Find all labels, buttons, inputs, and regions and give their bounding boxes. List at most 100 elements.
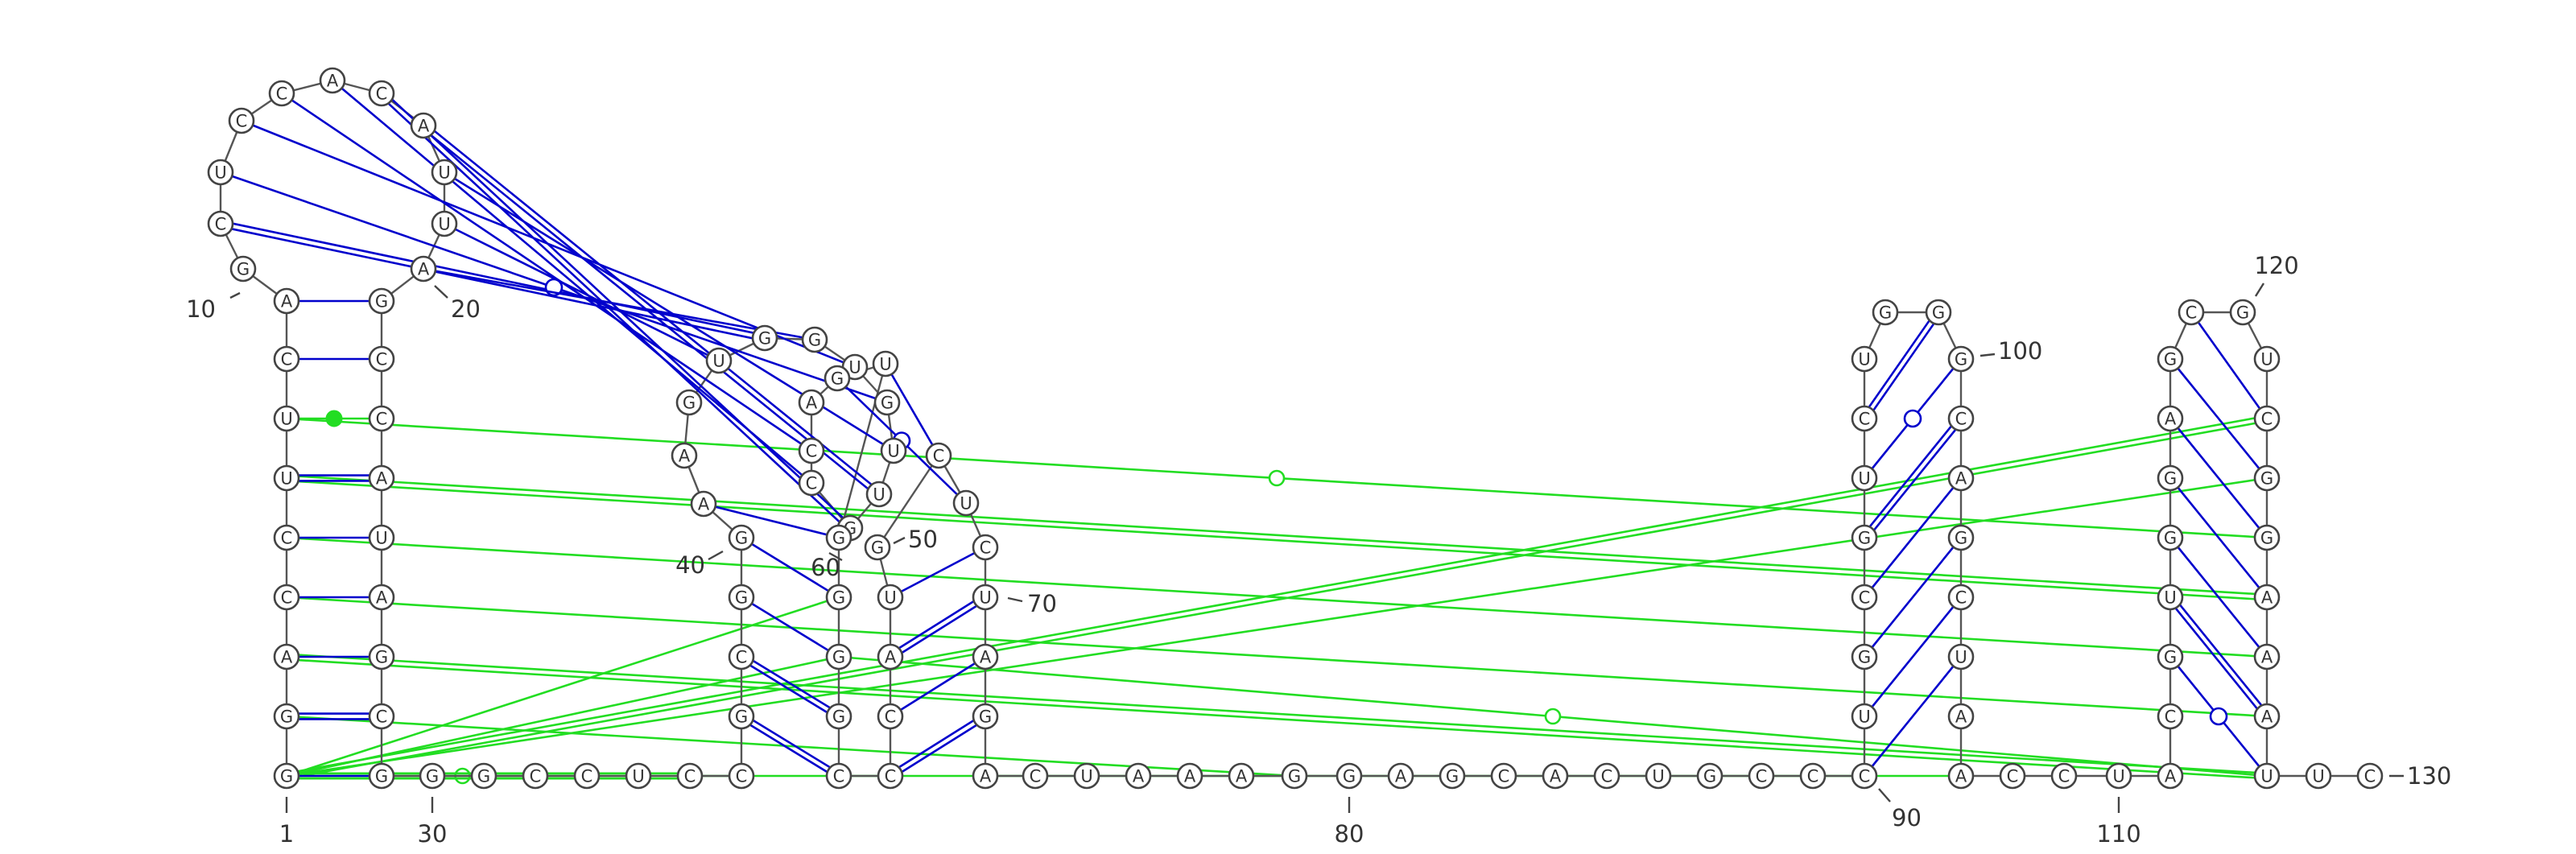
- nucleotide-circle: [2229, 299, 2256, 326]
- base-pair-92-103: [1863, 537, 1963, 658]
- nucleotide-circle: [2157, 643, 2184, 670]
- tick-40: [708, 550, 724, 561]
- nucleotide-letter: G: [375, 767, 388, 786]
- tertiary-pair-7-124: [286, 417, 2268, 539]
- nucleotide-letter: G: [1446, 767, 1459, 786]
- nucleotide-circle: [273, 287, 300, 315]
- nucleotide-circle: [1851, 584, 1878, 611]
- nucleotide-letter: G: [237, 260, 250, 279]
- nucleotide-circle: [1947, 345, 1975, 373]
- nucleotide-letter: A: [980, 648, 992, 667]
- nucleotide-circle: [273, 762, 300, 790]
- nucleotide-circle: [368, 287, 395, 315]
- nucleotide-66: G: [864, 534, 891, 561]
- nucleotide-circle: [273, 703, 300, 730]
- nucleotide-112: C: [2157, 703, 2184, 730]
- nucleotide-letter: U: [280, 469, 292, 489]
- nucleotide-letter: G: [808, 331, 821, 350]
- nucleotide-letter: C: [1955, 410, 1967, 429]
- nucleotide-circle: [1335, 762, 1363, 790]
- nucleotide-letter: C: [376, 85, 388, 104]
- nucleotide-circle: [1176, 762, 1203, 790]
- nucleotide-circle: [1542, 762, 1569, 790]
- nucleotide-letter: A: [2261, 708, 2273, 727]
- nucleotide-circle: [972, 643, 999, 670]
- base-pair-117-124: [2169, 418, 2268, 538]
- nucleotide-letter: C: [806, 474, 818, 493]
- nucleotide-121: U: [2253, 345, 2281, 373]
- nucleotide-letter: U: [632, 767, 644, 786]
- nucleotide-circle: [1947, 464, 1975, 492]
- nucleotide-circle: [207, 210, 234, 237]
- base-pair-18-49: [444, 171, 894, 452]
- nucleotide-letter: A: [1955, 469, 1967, 489]
- base-pair-64-70: [888, 594, 988, 660]
- base-pair-93-102: [1863, 477, 1963, 598]
- nucleotide-circle: [798, 437, 825, 464]
- nucleotide-28: C: [368, 703, 395, 730]
- nucleotide-letter: A: [418, 260, 430, 279]
- base-pair-91-104: [1863, 596, 1963, 717]
- position-label-120: 120: [2254, 252, 2298, 279]
- tick-70: [1007, 596, 1023, 603]
- position-label-10: 10: [186, 295, 216, 323]
- nucleotide-letter: A: [1955, 708, 1967, 727]
- base-pair-19-44: [444, 222, 720, 362]
- nucleotide-circle: [825, 762, 852, 790]
- nucleotide-93: C: [1851, 584, 1878, 611]
- nucleotide-letter: G: [1858, 648, 1871, 667]
- nucleotide-letter: C: [2007, 767, 2019, 786]
- nucleotide-92: G: [1851, 643, 1878, 670]
- nucleotide-circle: [676, 762, 704, 790]
- nucleotide-letter: A: [2165, 767, 2177, 786]
- nucleotide-104: C: [1947, 584, 1975, 611]
- nucleotide-72: G: [972, 703, 999, 730]
- nucleotide-119: C: [2178, 299, 2205, 326]
- position-label-40: 40: [675, 551, 705, 579]
- nucleotide-124: G: [2253, 524, 2281, 551]
- nucleotide-letter: A: [1955, 767, 1967, 786]
- nucleotide-letter: A: [2261, 648, 2273, 667]
- nucleotide-circle: [1851, 703, 1878, 730]
- nucleotide-circle: [368, 80, 395, 107]
- nucleotide-letter: G: [426, 767, 439, 786]
- nucleotide-circle: [319, 67, 346, 94]
- tertiary-gu-marker: [1544, 708, 1562, 725]
- nucleotide-letter: U: [214, 163, 226, 183]
- nucleotide-circle: [368, 464, 395, 492]
- nucleotide-61: C: [825, 762, 852, 790]
- nucleotide-circle: [877, 703, 904, 730]
- nucleotide-circle: [2157, 584, 2184, 611]
- base-pair-115-126: [2169, 537, 2268, 658]
- nucleotide-43: G: [675, 389, 703, 416]
- secondary-base-pairs: [220, 80, 2270, 780]
- nucleotide-letter: G: [375, 648, 388, 667]
- base-pair-40-58: [741, 536, 840, 599]
- nucleotide-120: G: [2229, 299, 2256, 326]
- nucleotide-35: C: [676, 762, 704, 790]
- nucleotide-circle: [2157, 345, 2184, 373]
- nucleotide-letter: A: [281, 292, 293, 311]
- tertiary-pair-1-122: [286, 415, 2268, 780]
- nucleotide-letter: C: [281, 588, 293, 608]
- nucleotide-25: U: [368, 524, 395, 551]
- nucleotide-110: U: [2105, 762, 2132, 790]
- nucleotide-letter: U: [887, 442, 899, 461]
- nucleotide-circle: [273, 345, 300, 373]
- nucleotide-1: G: [273, 762, 300, 790]
- base-pair-56-67: [884, 363, 940, 456]
- base-pair-12-48: [220, 171, 888, 404]
- nucleotide-73: A: [972, 762, 999, 790]
- position-label-1: 1: [279, 820, 294, 848]
- nucleotide-6: U: [273, 464, 300, 492]
- tertiary-gu-marker: [1268, 469, 1286, 487]
- nucleotide-circle: [1593, 762, 1620, 790]
- nucleotide-letter: A: [698, 495, 710, 514]
- base-pair-65-69: [890, 546, 986, 599]
- nucleotide-33: C: [573, 762, 601, 790]
- nucleotide-letter: G: [2164, 469, 2177, 489]
- base-pair-11-45: [220, 220, 766, 342]
- nucleotide-circle: [873, 389, 901, 416]
- nucleotide-20: A: [410, 255, 437, 283]
